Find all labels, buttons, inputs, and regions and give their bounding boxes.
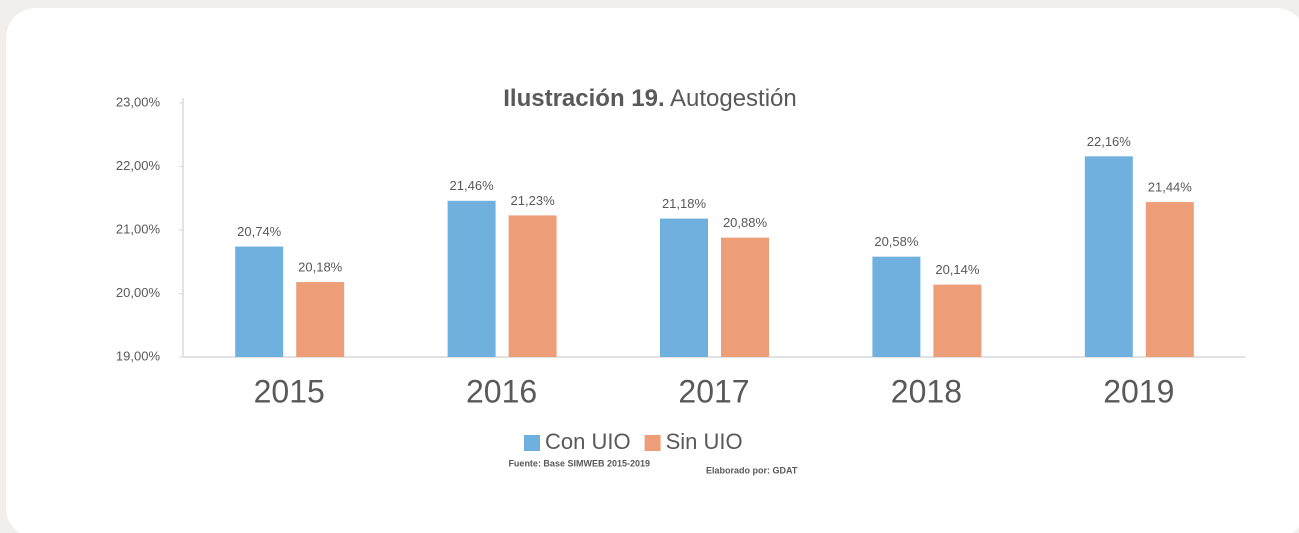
- value-label: 21,44%: [1148, 179, 1193, 194]
- legend-label: Sin UIO: [666, 429, 743, 454]
- x-tick-label: 2017: [678, 373, 749, 409]
- legend-swatch: [524, 435, 540, 451]
- value-label: 21,18%: [662, 196, 707, 211]
- x-tick-label: 2015: [254, 373, 325, 409]
- value-label: 20,58%: [874, 234, 919, 249]
- bar: [296, 282, 345, 357]
- title-number: Ilustración 19.: [503, 85, 664, 112]
- bar: [1145, 202, 1194, 357]
- legend-swatch: [644, 435, 661, 451]
- x-tick-label: 2018: [891, 373, 962, 409]
- value-label: 20,14%: [935, 262, 980, 277]
- bar: [872, 256, 921, 357]
- chart-title: Ilustración 19. Autogestión: [503, 85, 797, 112]
- y-tick-label: 21,00%: [116, 221, 161, 236]
- y-tick-label: 23,00%: [116, 94, 161, 109]
- value-label: 21,46%: [450, 178, 495, 193]
- bar: [235, 246, 284, 357]
- y-tick-label: 22,00%: [116, 158, 161, 173]
- card: [6, 8, 1299, 533]
- bar: [1084, 156, 1133, 357]
- y-tick-label: 20,00%: [116, 285, 161, 300]
- x-tick-label: 2016: [466, 373, 537, 409]
- bar: [660, 218, 708, 357]
- bar: [721, 237, 769, 357]
- x-tick-label: 2019: [1103, 373, 1174, 409]
- value-label: 20,74%: [237, 224, 282, 239]
- value-label: 21,23%: [511, 193, 556, 208]
- y-tick-label: 19,00%: [116, 348, 161, 363]
- bar: [508, 215, 557, 357]
- value-label: 20,18%: [298, 260, 343, 275]
- value-label: 20,88%: [723, 215, 768, 230]
- legend-label: Con UIO: [545, 429, 631, 454]
- credit-note: Elaborado por: GDAT: [706, 465, 798, 475]
- source-note: Fuente: Base SIMWEB 2015-2019: [508, 458, 650, 468]
- bar: [447, 200, 496, 357]
- title-text: Autogestión: [670, 85, 797, 112]
- bar: [933, 284, 982, 357]
- value-label: 22,16%: [1087, 134, 1132, 149]
